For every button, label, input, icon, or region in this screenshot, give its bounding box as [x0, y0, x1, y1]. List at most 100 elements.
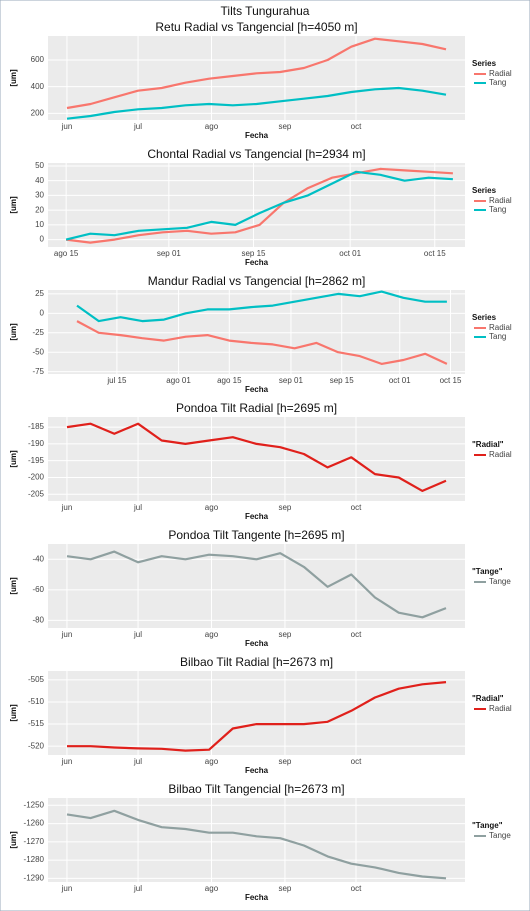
- x-tick-label: jul: [133, 757, 142, 766]
- y-axis-label: [um]: [9, 577, 18, 595]
- y-axis-label: [um]: [9, 69, 18, 87]
- x-tick-label: ago: [205, 884, 219, 893]
- y-tick-label: -1250: [24, 800, 45, 809]
- x-tick-label: oct 15: [424, 249, 446, 258]
- y-tick-label: -60: [32, 585, 44, 594]
- legend-title: Series: [472, 186, 497, 195]
- x-tick-label: jul: [133, 122, 142, 131]
- x-tick-label: sep: [278, 503, 291, 512]
- legend-title: "Radial": [472, 440, 504, 449]
- page-title: Tilts Tungurahua: [221, 4, 310, 18]
- x-tick-label: sep 01: [279, 376, 304, 385]
- series-line: [76, 320, 448, 365]
- plot-area: [48, 544, 465, 628]
- chart-title: Pondoa Tilt Tangente [h=2695 m]: [168, 528, 344, 542]
- series-line: [66, 422, 447, 492]
- legend-label: Radial: [489, 323, 512, 332]
- x-tick-label: ago: [205, 122, 219, 131]
- x-tick-label: ago: [205, 503, 219, 512]
- plot-area: [48, 417, 465, 501]
- y-axis-label: [um]: [9, 704, 18, 722]
- series-line: [67, 681, 447, 752]
- legend-label: Tange: [489, 577, 511, 586]
- y-tick-label: -1270: [24, 837, 45, 846]
- x-tick-label: jul 15: [106, 376, 127, 385]
- y-tick-label: 40: [35, 176, 44, 185]
- series-line: [66, 37, 447, 110]
- series-line: [76, 290, 447, 323]
- x-tick-label: jul: [133, 884, 142, 893]
- y-axis-label: [um]: [9, 196, 18, 214]
- x-axis-label: Fecha: [245, 131, 269, 140]
- x-tick-label: ago: [205, 757, 219, 766]
- plot-area: [48, 290, 465, 374]
- x-tick-label: oct 01: [389, 376, 411, 385]
- y-tick-label: -515: [28, 719, 45, 728]
- y-axis-label: [um]: [9, 450, 18, 468]
- y-tick-label: -205: [28, 489, 45, 498]
- legend-title: "Tange": [472, 821, 503, 830]
- y-tick-label: 25: [35, 289, 44, 298]
- x-tick-label: sep: [278, 122, 291, 131]
- x-tick-label: ago 01: [166, 376, 191, 385]
- y-tick-label: -185: [28, 422, 45, 431]
- chart-title: Bilbao Tilt Radial [h=2673 m]: [180, 655, 333, 669]
- legend-title: Series: [472, 59, 497, 68]
- x-axis-label: Fecha: [245, 766, 269, 775]
- x-tick-label: jul: [133, 503, 142, 512]
- plot-area: [48, 798, 465, 882]
- x-tick-label: ago 15: [217, 376, 242, 385]
- y-tick-label: -40: [32, 554, 44, 563]
- plot-area: [48, 671, 465, 755]
- legend-label: Tange: [489, 831, 511, 840]
- legend-label: Radial: [489, 69, 512, 78]
- x-tick-label: oct: [351, 757, 362, 766]
- x-tick-label: jun: [61, 503, 73, 512]
- legend-label: Radial: [489, 704, 512, 713]
- y-tick-label: -1260: [24, 819, 45, 828]
- y-tick-label: 10: [35, 220, 44, 229]
- x-tick-label: sep 15: [241, 249, 266, 258]
- y-tick-label: -25: [32, 328, 44, 337]
- x-tick-label: jun: [61, 757, 73, 766]
- y-axis-label: [um]: [9, 831, 18, 849]
- y-tick-label: -1280: [24, 855, 45, 864]
- y-tick-label: 200: [31, 108, 45, 117]
- x-tick-label: oct: [351, 630, 362, 639]
- y-tick-label: -520: [28, 741, 45, 750]
- y-tick-label: 600: [31, 55, 45, 64]
- y-tick-label: 50: [35, 161, 44, 170]
- x-tick-label: jun: [61, 884, 73, 893]
- y-tick-label: -75: [32, 367, 44, 376]
- y-tick-label: 0: [40, 235, 45, 244]
- x-axis-label: Fecha: [245, 639, 269, 648]
- chart-title: Pondoa Tilt Radial [h=2695 m]: [176, 401, 337, 415]
- chart-title: Retu Radial vs Tangencial [h=4050 m]: [155, 20, 357, 34]
- x-tick-label: ago 15: [54, 249, 79, 258]
- legend-label: Tang: [489, 78, 506, 87]
- x-tick-label: sep 15: [330, 376, 355, 385]
- x-axis-label: Fecha: [245, 385, 269, 394]
- legend-title: Series: [472, 313, 497, 322]
- y-axis-label: [um]: [9, 323, 18, 341]
- x-tick-label: oct: [351, 503, 362, 512]
- legend-title: "Radial": [472, 694, 504, 703]
- x-tick-label: jun: [61, 630, 73, 639]
- plot-area: [48, 36, 465, 120]
- y-tick-label: -1290: [24, 873, 45, 882]
- legend-title: "Tange": [472, 567, 503, 576]
- legend-label: Radial: [489, 450, 512, 459]
- series-line: [66, 809, 447, 880]
- y-tick-label: -200: [28, 473, 45, 482]
- y-tick-label: -80: [32, 615, 44, 624]
- chart-title: Chontal Radial vs Tangencial [h=2934 m]: [147, 147, 365, 161]
- x-axis-label: Fecha: [245, 893, 269, 902]
- y-tick-label: -505: [28, 675, 45, 684]
- chart-title: Bilbao Tilt Tangencial [h=2673 m]: [168, 782, 344, 796]
- y-tick-label: -195: [28, 456, 45, 465]
- x-tick-label: oct: [351, 122, 362, 131]
- y-tick-label: -190: [28, 439, 45, 448]
- y-tick-label: 400: [31, 82, 45, 91]
- x-tick-label: jul: [133, 630, 142, 639]
- chart-title: Mandur Radial vs Tangencial [h=2862 m]: [148, 274, 366, 288]
